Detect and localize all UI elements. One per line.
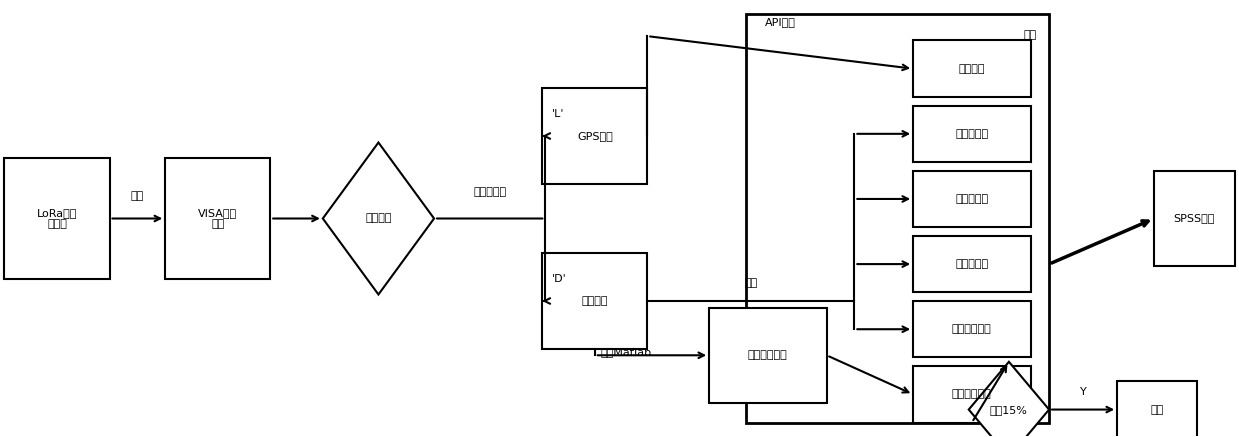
FancyBboxPatch shape [709, 308, 826, 403]
Text: 低于15%: 低于15% [990, 405, 1028, 415]
FancyBboxPatch shape [543, 88, 647, 184]
FancyBboxPatch shape [1155, 171, 1234, 266]
FancyBboxPatch shape [913, 236, 1031, 292]
Text: 判断字符串: 判断字符串 [473, 187, 507, 197]
FancyBboxPatch shape [913, 106, 1031, 162]
Text: 温度曲线图: 温度曲线图 [955, 129, 989, 139]
FancyBboxPatch shape [1118, 382, 1197, 437]
Text: 百度地图: 百度地图 [959, 64, 985, 74]
Text: 湿度曲线图: 湿度曲线图 [955, 194, 989, 204]
Text: 环境数据: 环境数据 [581, 296, 608, 306]
Text: SPSS处理: SPSS处理 [1173, 214, 1215, 223]
Text: VISA微源
存储: VISA微源 存储 [198, 208, 238, 229]
Text: 报警: 报警 [1151, 405, 1163, 415]
FancyBboxPatch shape [913, 301, 1031, 357]
Polygon shape [323, 142, 434, 295]
Text: API接口: API接口 [764, 17, 795, 28]
FancyBboxPatch shape [913, 171, 1031, 227]
FancyBboxPatch shape [913, 366, 1031, 423]
Polygon shape [969, 362, 1049, 437]
Text: 串口: 串口 [131, 191, 144, 201]
Text: LoRa接收
缓存器: LoRa接收 缓存器 [37, 208, 77, 229]
Text: Y: Y [1079, 387, 1087, 396]
FancyBboxPatch shape [746, 14, 1049, 423]
Text: 含水率曲线图: 含水率曲线图 [952, 389, 991, 399]
FancyBboxPatch shape [165, 158, 270, 279]
Text: 绘制: 绘制 [745, 278, 757, 288]
Text: 风速曲线图: 风速曲线图 [955, 259, 989, 269]
Text: 'L': 'L' [551, 109, 564, 118]
Text: 'D': 'D' [551, 274, 566, 284]
Text: 大气压曲线图: 大气压曲线图 [952, 324, 991, 334]
Text: GPS数据: GPS数据 [577, 131, 612, 141]
FancyBboxPatch shape [913, 41, 1031, 97]
FancyBboxPatch shape [5, 158, 109, 279]
Text: 数据处理: 数据处理 [366, 214, 392, 223]
Text: 神经网络算法: 神经网络算法 [748, 350, 788, 360]
Text: 显示: 显示 [1023, 30, 1037, 40]
Text: 嵌入Matlab: 嵌入Matlab [601, 347, 652, 357]
FancyBboxPatch shape [543, 253, 647, 349]
